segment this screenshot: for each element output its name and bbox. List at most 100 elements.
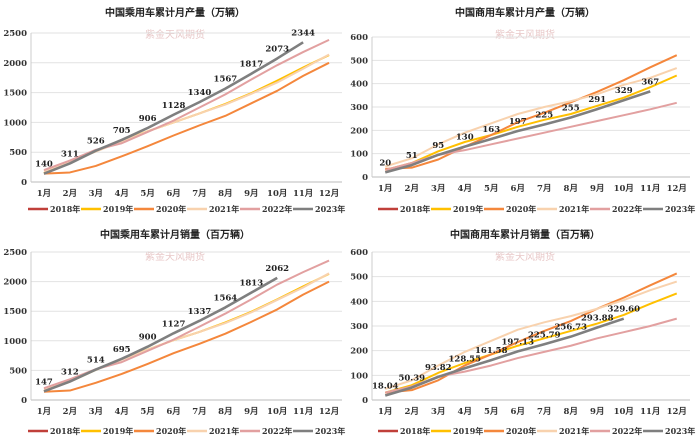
legend-entry: 2020年	[156, 204, 186, 214]
x-tick-label: 6月	[511, 407, 525, 417]
chart-title: 中国商用车累计月销量（百万辆）	[450, 228, 600, 241]
chart-passenger-production: 中国乘用车累计月产量（万辆） 紫金天风期货 0 500 1000 1500 2000 2500…	[0, 0, 350, 222]
legend-entry: 2023年	[315, 204, 345, 214]
legend-entry: 2018年	[50, 204, 80, 214]
x-tick-label: 4月	[458, 184, 472, 194]
data-label: 526	[87, 137, 105, 147]
data-label: 2344	[291, 28, 315, 38]
data-label: 163	[482, 125, 500, 135]
data-label: 514	[87, 356, 105, 366]
y-tick-label: 400	[350, 80, 368, 90]
y-tick-label: 200	[350, 126, 368, 136]
series-line-2022	[384, 101, 677, 171]
chart-commercial-sales: 中国商用车累计月销量（百万辆） 紫金天风期货 0 100 200 300 400 500 600…	[350, 222, 700, 444]
y-tick-label: 2500	[3, 248, 27, 258]
x-tick-label: 10月	[267, 407, 287, 417]
y-tick-label: 0	[21, 396, 27, 406]
chart-title: 中国商用车累计月产量（万辆）	[455, 6, 595, 19]
watermark-logo: 紫金天风期货	[145, 28, 205, 41]
series-line-2023	[43, 41, 304, 175]
series-line-2023	[384, 317, 625, 397]
legend-entry: 2023年	[665, 426, 695, 436]
data-label: 147	[35, 377, 53, 387]
data-label: 95	[432, 141, 444, 151]
x-tick-label: 1月	[378, 184, 392, 194]
x-tick-label: 4月	[458, 407, 472, 417]
data-label: 329	[615, 86, 633, 96]
series-line-2020	[43, 61, 330, 175]
chart-svg: 中国乘用车累计月销量（百万辆） 紫金天风期货 0 500 1000 1500 2000 250…	[3, 228, 345, 436]
y-tick-label: 600	[350, 248, 368, 258]
legend-entry: 2022年	[612, 426, 642, 436]
x-tick-label: 2月	[405, 407, 419, 417]
chart-passenger-sales: 中国乘用车累计月销量（百万辆） 紫金天风期货 0 500 1000 1500 2000 250…	[0, 222, 350, 444]
y-tick-label: 1000	[3, 118, 27, 128]
series-line-2020	[385, 272, 678, 394]
x-tick-label: 8月	[564, 407, 578, 417]
chart-svg: 中国商用车累计月产量（万辆） 紫金天风期货 0 100 200 300 400 500 600 1…	[350, 6, 695, 214]
x-tick-label: 11月	[293, 189, 313, 199]
legend-entry: 2019年	[453, 426, 483, 436]
y-tick-label: 500	[350, 56, 368, 66]
legend-entry: 2019年	[103, 426, 133, 436]
y-tick-label: 2500	[3, 29, 27, 39]
y-tick-label: 500	[9, 366, 27, 376]
chart-commercial-production: 中国商用车累计月产量（万辆） 紫金天风期货 0 100 200 300 400 500 600 1…	[350, 0, 700, 222]
x-tick-label: 5月	[140, 189, 154, 199]
y-tick-label: 2000	[3, 278, 27, 288]
x-tick-label: 9月	[244, 407, 258, 417]
data-label: 225	[535, 111, 553, 121]
data-label: 293.88	[581, 314, 614, 324]
legend-entry: 2021年	[559, 426, 589, 436]
data-label: 161.58	[475, 346, 508, 356]
legend-entry: 2018年	[400, 204, 430, 214]
legend-entry: 2021年	[559, 204, 589, 214]
x-tick-label: 7月	[192, 407, 206, 417]
x-tick-label: 5月	[484, 184, 498, 194]
data-label: 255	[562, 104, 580, 114]
x-tick-label: 9月	[590, 407, 604, 417]
legend-entry: 2018年	[400, 426, 430, 436]
series-line-2023	[43, 276, 278, 393]
chart-svg: 中国商用车累计月销量（百万辆） 紫金天风期货 0 100 200 300 400 500 600…	[350, 228, 695, 436]
data-label: 1128	[162, 101, 186, 111]
x-tick-label: 5月	[484, 407, 498, 417]
legend-entry: 2019年	[103, 204, 133, 214]
x-tick-label: 2月	[63, 189, 77, 199]
x-tick-label: 3月	[431, 184, 445, 194]
y-tick-label: 0	[21, 178, 27, 188]
x-tick-label: 7月	[537, 184, 551, 194]
x-tick-label: 1月	[37, 407, 51, 417]
y-tick-label: 0	[362, 396, 368, 406]
data-label: 128.55	[448, 354, 481, 364]
legend-entry: 2019年	[453, 204, 483, 214]
data-label: 1564	[214, 293, 238, 303]
x-tick-label: 10月	[614, 407, 634, 417]
x-tick-label: 12月	[667, 184, 687, 194]
x-tick-label: 4月	[114, 189, 128, 199]
legend-entry: 2022年	[262, 204, 292, 214]
data-label: 329.60	[607, 305, 640, 315]
series-line-2020	[43, 280, 330, 393]
data-label: 1340	[188, 88, 212, 98]
x-tick-label: 8月	[218, 407, 232, 417]
x-tick-label: 12月	[319, 407, 339, 417]
series-line-2019	[384, 74, 678, 171]
data-label: 705	[113, 126, 131, 136]
legend-entry: 2022年	[612, 204, 642, 214]
x-tick-label: 11月	[640, 407, 660, 417]
x-tick-label: 1月	[37, 189, 51, 199]
data-label: 225.79	[528, 330, 561, 340]
y-tick-label: 0	[362, 173, 368, 183]
y-tick-label: 300	[350, 322, 368, 332]
y-tick-label: 1500	[3, 307, 27, 317]
y-tick-label: 100	[350, 371, 368, 381]
data-label: 2062	[265, 264, 289, 274]
data-label: 197	[509, 117, 527, 127]
x-tick-label: 3月	[89, 407, 103, 417]
legend-entry: 2020年	[156, 426, 186, 436]
legend-entry: 2021年	[209, 426, 239, 436]
chart-title: 中国乘用车累计月产量（万辆）	[105, 6, 245, 19]
y-tick-label: 1000	[3, 337, 27, 347]
watermark-logo: 紫金天风期货	[495, 250, 555, 263]
